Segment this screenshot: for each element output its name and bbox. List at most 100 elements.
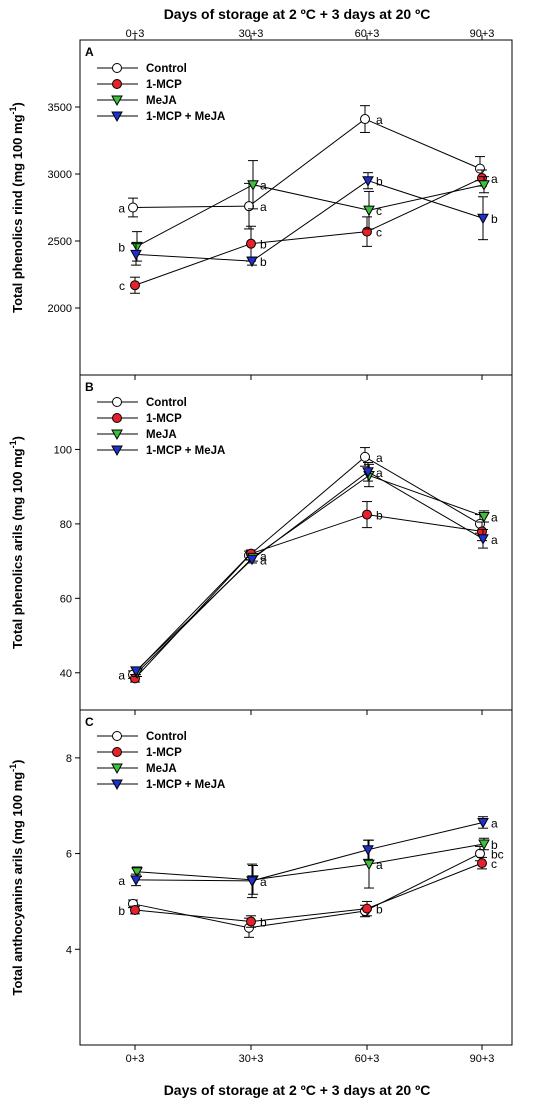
significance-letter: a xyxy=(260,200,267,214)
y-axis-label-superscript: -1 xyxy=(8,106,18,114)
legend-label: MeJA xyxy=(146,763,177,775)
data-point xyxy=(246,554,258,566)
legend-marker xyxy=(111,95,123,107)
panel-c: C 4 6 8 Total anthocyanins arils (mg 100 mg-… xyxy=(8,709,513,1050)
legend-marker xyxy=(112,79,122,89)
series-meja: a xyxy=(131,463,498,679)
series-line xyxy=(136,843,485,881)
y-tick-label: 3000 xyxy=(48,169,72,181)
significance-letter: a xyxy=(376,466,383,480)
series-1-mcp-meja: aaa xyxy=(130,461,498,677)
series-1-mcp-meja: bbb xyxy=(130,172,498,269)
legend: Control 1-MCP MeJA 1-MCP + MeJA xyxy=(97,397,225,457)
legend-marker xyxy=(111,779,123,791)
data-point xyxy=(130,875,142,886)
y-axis-label-close: ) xyxy=(10,102,25,106)
series-control: aaa xyxy=(118,447,485,683)
bottom-x-axis: 0+3 30+3 60+3 90+3 Days of storage at 2 ºC … xyxy=(126,1053,495,1098)
data-point xyxy=(131,867,143,878)
y-tick-label: 6 xyxy=(66,849,72,861)
significance-letter: a xyxy=(491,816,498,830)
significance-letter: c xyxy=(119,279,125,293)
data-point xyxy=(246,238,256,249)
panel-a: A 2000 2500 3000 3500 Total phenolics rind (m… xyxy=(8,35,513,380)
legend-marker xyxy=(111,429,123,441)
y-axis-label: Total phenolics arils (mg 100 mg-1) xyxy=(8,436,25,649)
legend: Control 1-MCP MeJA 1-MCP + MeJA xyxy=(97,731,225,791)
significance-letter: b xyxy=(260,238,267,252)
top-tick-label: 30+3 xyxy=(239,28,264,40)
top-axis-label: Days of storage at 2 ºC + 3 days at 20 º… xyxy=(164,6,431,22)
legend-label: 1-MCP + MeJA xyxy=(146,779,225,791)
significance-letter: a xyxy=(376,451,383,465)
y-axis-label: Total phenolics rind (mg 100 mg-1) xyxy=(8,102,25,313)
data-point xyxy=(475,848,485,859)
plot-frame xyxy=(79,374,513,711)
significance-letter: a xyxy=(491,533,498,547)
series-control: bc xyxy=(128,845,504,938)
series-line xyxy=(135,180,484,262)
y-axis-label-text: Total phenolics rind (mg 100 mg xyxy=(10,114,25,312)
series-line xyxy=(136,184,485,247)
data-point xyxy=(363,205,375,217)
data-point xyxy=(362,467,374,478)
y-tick-label: 100 xyxy=(54,444,72,456)
panel-letter: B xyxy=(85,380,94,394)
legend-label: MeJA xyxy=(146,95,177,107)
top-tick-label: 0+3 xyxy=(126,28,145,40)
series-line xyxy=(132,118,481,208)
data-point xyxy=(477,858,487,869)
legend-label: 1-MCP xyxy=(146,747,182,759)
data-point xyxy=(131,241,143,253)
legend-marker xyxy=(111,111,123,123)
y-axis-label-close: ) xyxy=(10,759,25,763)
bottom-tick-label: 30+3 xyxy=(239,1053,264,1065)
panels: A 2000 2500 3000 3500 Total phenolics rind (m… xyxy=(8,35,513,1050)
series-meja: b a c xyxy=(118,160,490,262)
data-point xyxy=(362,903,372,914)
legend-label: MeJA xyxy=(146,429,177,441)
data-point xyxy=(360,451,370,462)
y-tick-label: 60 xyxy=(60,593,72,605)
panel-b: B 40 60 80 100 Total phenolics arils (mg 100 … xyxy=(8,374,513,715)
significance-letter: bc xyxy=(491,848,504,862)
data-point xyxy=(478,511,490,523)
series-line xyxy=(135,821,484,882)
data-point xyxy=(478,180,490,191)
data-point xyxy=(477,817,489,829)
significance-letter: a xyxy=(376,113,383,127)
data-point xyxy=(477,534,489,545)
y-axis-label-superscript: -1 xyxy=(8,440,18,448)
data-point xyxy=(475,163,485,174)
bottom-tick-label: 60+3 xyxy=(355,1053,380,1065)
series-meja: ab xyxy=(131,837,498,895)
top-tick-label: 90+3 xyxy=(470,28,495,40)
y-axis: 4 6 8 xyxy=(66,753,80,956)
y-axis: 2000 2500 3000 3500 xyxy=(48,102,80,315)
y-axis-label-superscript: -1 xyxy=(8,764,18,772)
significance-letter: b xyxy=(376,903,383,917)
top-tick-labels: 0+3 30+3 60+3 90+3 xyxy=(126,28,495,40)
legend-marker xyxy=(111,445,123,457)
series-line xyxy=(136,474,485,674)
significance-letter: c xyxy=(491,857,497,871)
data-point xyxy=(130,280,140,291)
data-point xyxy=(130,666,142,677)
data-point xyxy=(246,916,256,927)
y-tick-label: 40 xyxy=(60,668,72,680)
significance-letter: b xyxy=(118,904,125,918)
series-1-mcp: b xyxy=(130,501,487,684)
significance-letter: a xyxy=(491,510,498,524)
significance-letter: b xyxy=(491,838,498,852)
data-point xyxy=(360,114,370,125)
significance-letter: a xyxy=(118,669,125,683)
significance-letter: a xyxy=(491,172,498,186)
significance-letter: b xyxy=(376,175,383,189)
series-line xyxy=(135,471,484,672)
data-point xyxy=(130,905,140,916)
y-axis: 40 60 80 100 xyxy=(54,444,80,680)
legend-label: 1-MCP xyxy=(146,79,182,91)
y-axis-label-text: Total phenolics arils (mg 100 mg xyxy=(10,448,25,649)
